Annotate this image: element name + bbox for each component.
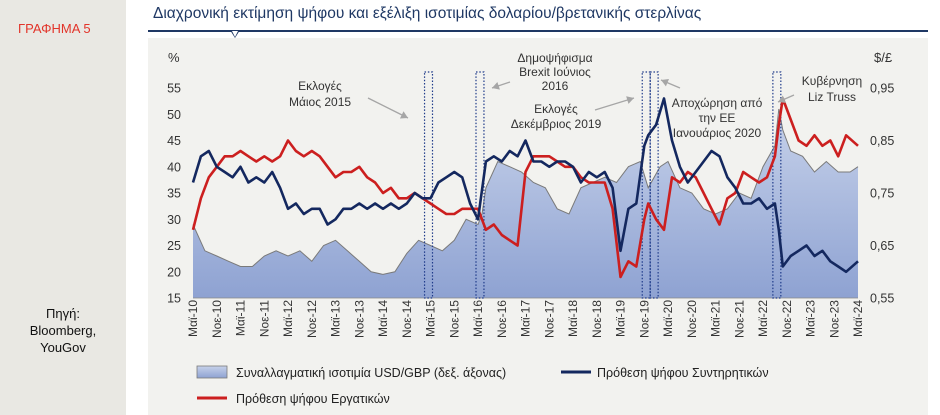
x-tick-label: Νοε-15 [447,300,461,338]
event-annotation-arrowhead [661,79,670,87]
fx-line [192,108,859,275]
event-annotation-arrowhead [399,111,408,119]
x-tick-label: Μαϊ-12 [281,300,295,337]
y-left-unit-label: % [168,50,180,65]
event-marker-box [641,71,651,299]
x-tick-label: Μαϊ-21 [709,300,723,337]
y-left-tick-label: 15 [167,292,181,306]
event-annotation-label: Εκλογές [534,102,578,116]
legend-labour-label: Πρόθεση ψήφου Εργατικών [236,392,390,406]
x-tick-label: Μαϊ-24 [851,300,865,337]
event-annotation-label: Κυβέρνηση [802,74,862,88]
conservatives-vote-line [191,97,859,274]
x-tick-label: Νοε-11 [257,300,271,337]
legend-fx-swatch [196,365,228,379]
x-tick-label: Νοε-12 [305,300,319,338]
x-tick-label: Νοε-17 [542,300,556,338]
y-right-tick-label: 0,75 [870,187,894,201]
source-note: Πηγή: Bloomberg, YouGov [0,305,126,356]
x-tick-label: Νοε-10 [210,300,224,338]
event-annotation-arrowhead [626,96,634,104]
event-annotation-arrowhead [778,95,787,103]
x-tick-label: Μαϊ-20 [661,300,675,337]
x-tick-label: Νοε-18 [590,300,604,338]
source-line: YouGov [40,340,86,355]
event-marker-box [772,71,782,299]
y-left-tick-label: 30 [167,213,181,227]
event-annotation-label: την ΕΕ [699,111,736,125]
y-left-tick-label: 45 [167,134,181,148]
event-annotation-label: Μάιος 2015 [289,95,351,109]
y-right-unit-label: $/£ [874,50,893,65]
y-right-tick-label: 0,85 [870,134,894,148]
x-tick-label: Μαϊ-16 [471,300,485,337]
source-line: Bloomberg, [29,323,97,338]
event-annotation-label: Δεκέμβριος 2019 [511,117,602,131]
event-annotation-label: Εκλογές [298,79,342,93]
y-right-tick-label: 0,65 [870,239,894,253]
y-right-tick-label: 0,95 [870,82,894,96]
event-annotation-arrowhead [492,81,500,90]
event-annotation-label: Δημοψήφισμα [517,51,592,65]
event-annotation-label: Brexit Ιούνιος [519,65,591,79]
x-tick-label: Νοε-23 [827,300,841,338]
y-left-tick-label: 20 [167,265,181,279]
x-tick-label: Νοε-16 [495,300,509,338]
x-tick-label: Νοε-14 [400,300,414,338]
x-tick-label: Μαϊ-22 [756,300,770,337]
title-underline [148,30,928,32]
legend-conservatives-label: Πρόθεση ψήφου Συντηρητικών [597,366,769,380]
fx-area [193,109,858,298]
x-tick-label: Μαϊ-14 [376,300,390,337]
chart-number-label: ΓΡΑΦΗΜΑ 5 [18,21,91,36]
y-left-tick-label: 55 [167,82,181,96]
x-tick-label: Νοε-13 [352,300,366,338]
event-annotation-arrow [367,97,409,119]
event-annotation-label: Liz Truss [808,90,856,104]
x-tick-label: Νοε-19 [637,300,651,338]
y-left-tick-label: 50 [167,108,181,122]
labour-vote-line [191,97,859,279]
x-tick-label: Μαϊ-17 [519,300,533,337]
event-marker-box [475,71,485,299]
x-tick-label: Μαϊ-18 [566,300,580,337]
source-line: Πηγή: [46,306,80,321]
x-tick-label: Μαϊ-23 [804,300,818,337]
y-right-tick-label: 0,55 [870,292,894,306]
x-tick-label: Μαϊ-13 [329,300,343,337]
event-annotation-label: 2016 [542,79,569,93]
x-tick-label: Νοε-20 [685,300,699,338]
x-tick-label: Μαϊ-19 [614,300,628,337]
x-tick-label: Μαϊ-11 [234,300,248,336]
legend-fx-label: Συναλλαγματική ισοτιμία USD/GBP (δεξ. άξ… [236,366,506,380]
x-tick-label: Νοε-21 [732,300,746,338]
event-marker-box [423,71,434,299]
event-annotation-label: Ιανουάριος 2020 [673,126,762,140]
chart-title: Διαχρονική εκτίμηση ψήφου και εξέλιξη ισ… [153,5,702,22]
y-left-tick-label: 25 [167,239,181,253]
x-tick-label: Μαϊ-15 [424,300,438,337]
event-marker-box [649,71,659,299]
y-left-tick-label: 40 [167,160,181,174]
x-tick-label: Νοε-22 [780,300,794,338]
x-tick-label: Μαϊ-10 [186,300,200,337]
sidebar-panel: ΓΡΑΦΗΜΑ 5 Πηγή: Bloomberg, YouGov [0,0,126,415]
event-annotation-label: Αποχώρηση από [672,96,763,110]
y-left-tick-label: 35 [167,187,181,201]
title-pointer-inner [231,31,238,37]
